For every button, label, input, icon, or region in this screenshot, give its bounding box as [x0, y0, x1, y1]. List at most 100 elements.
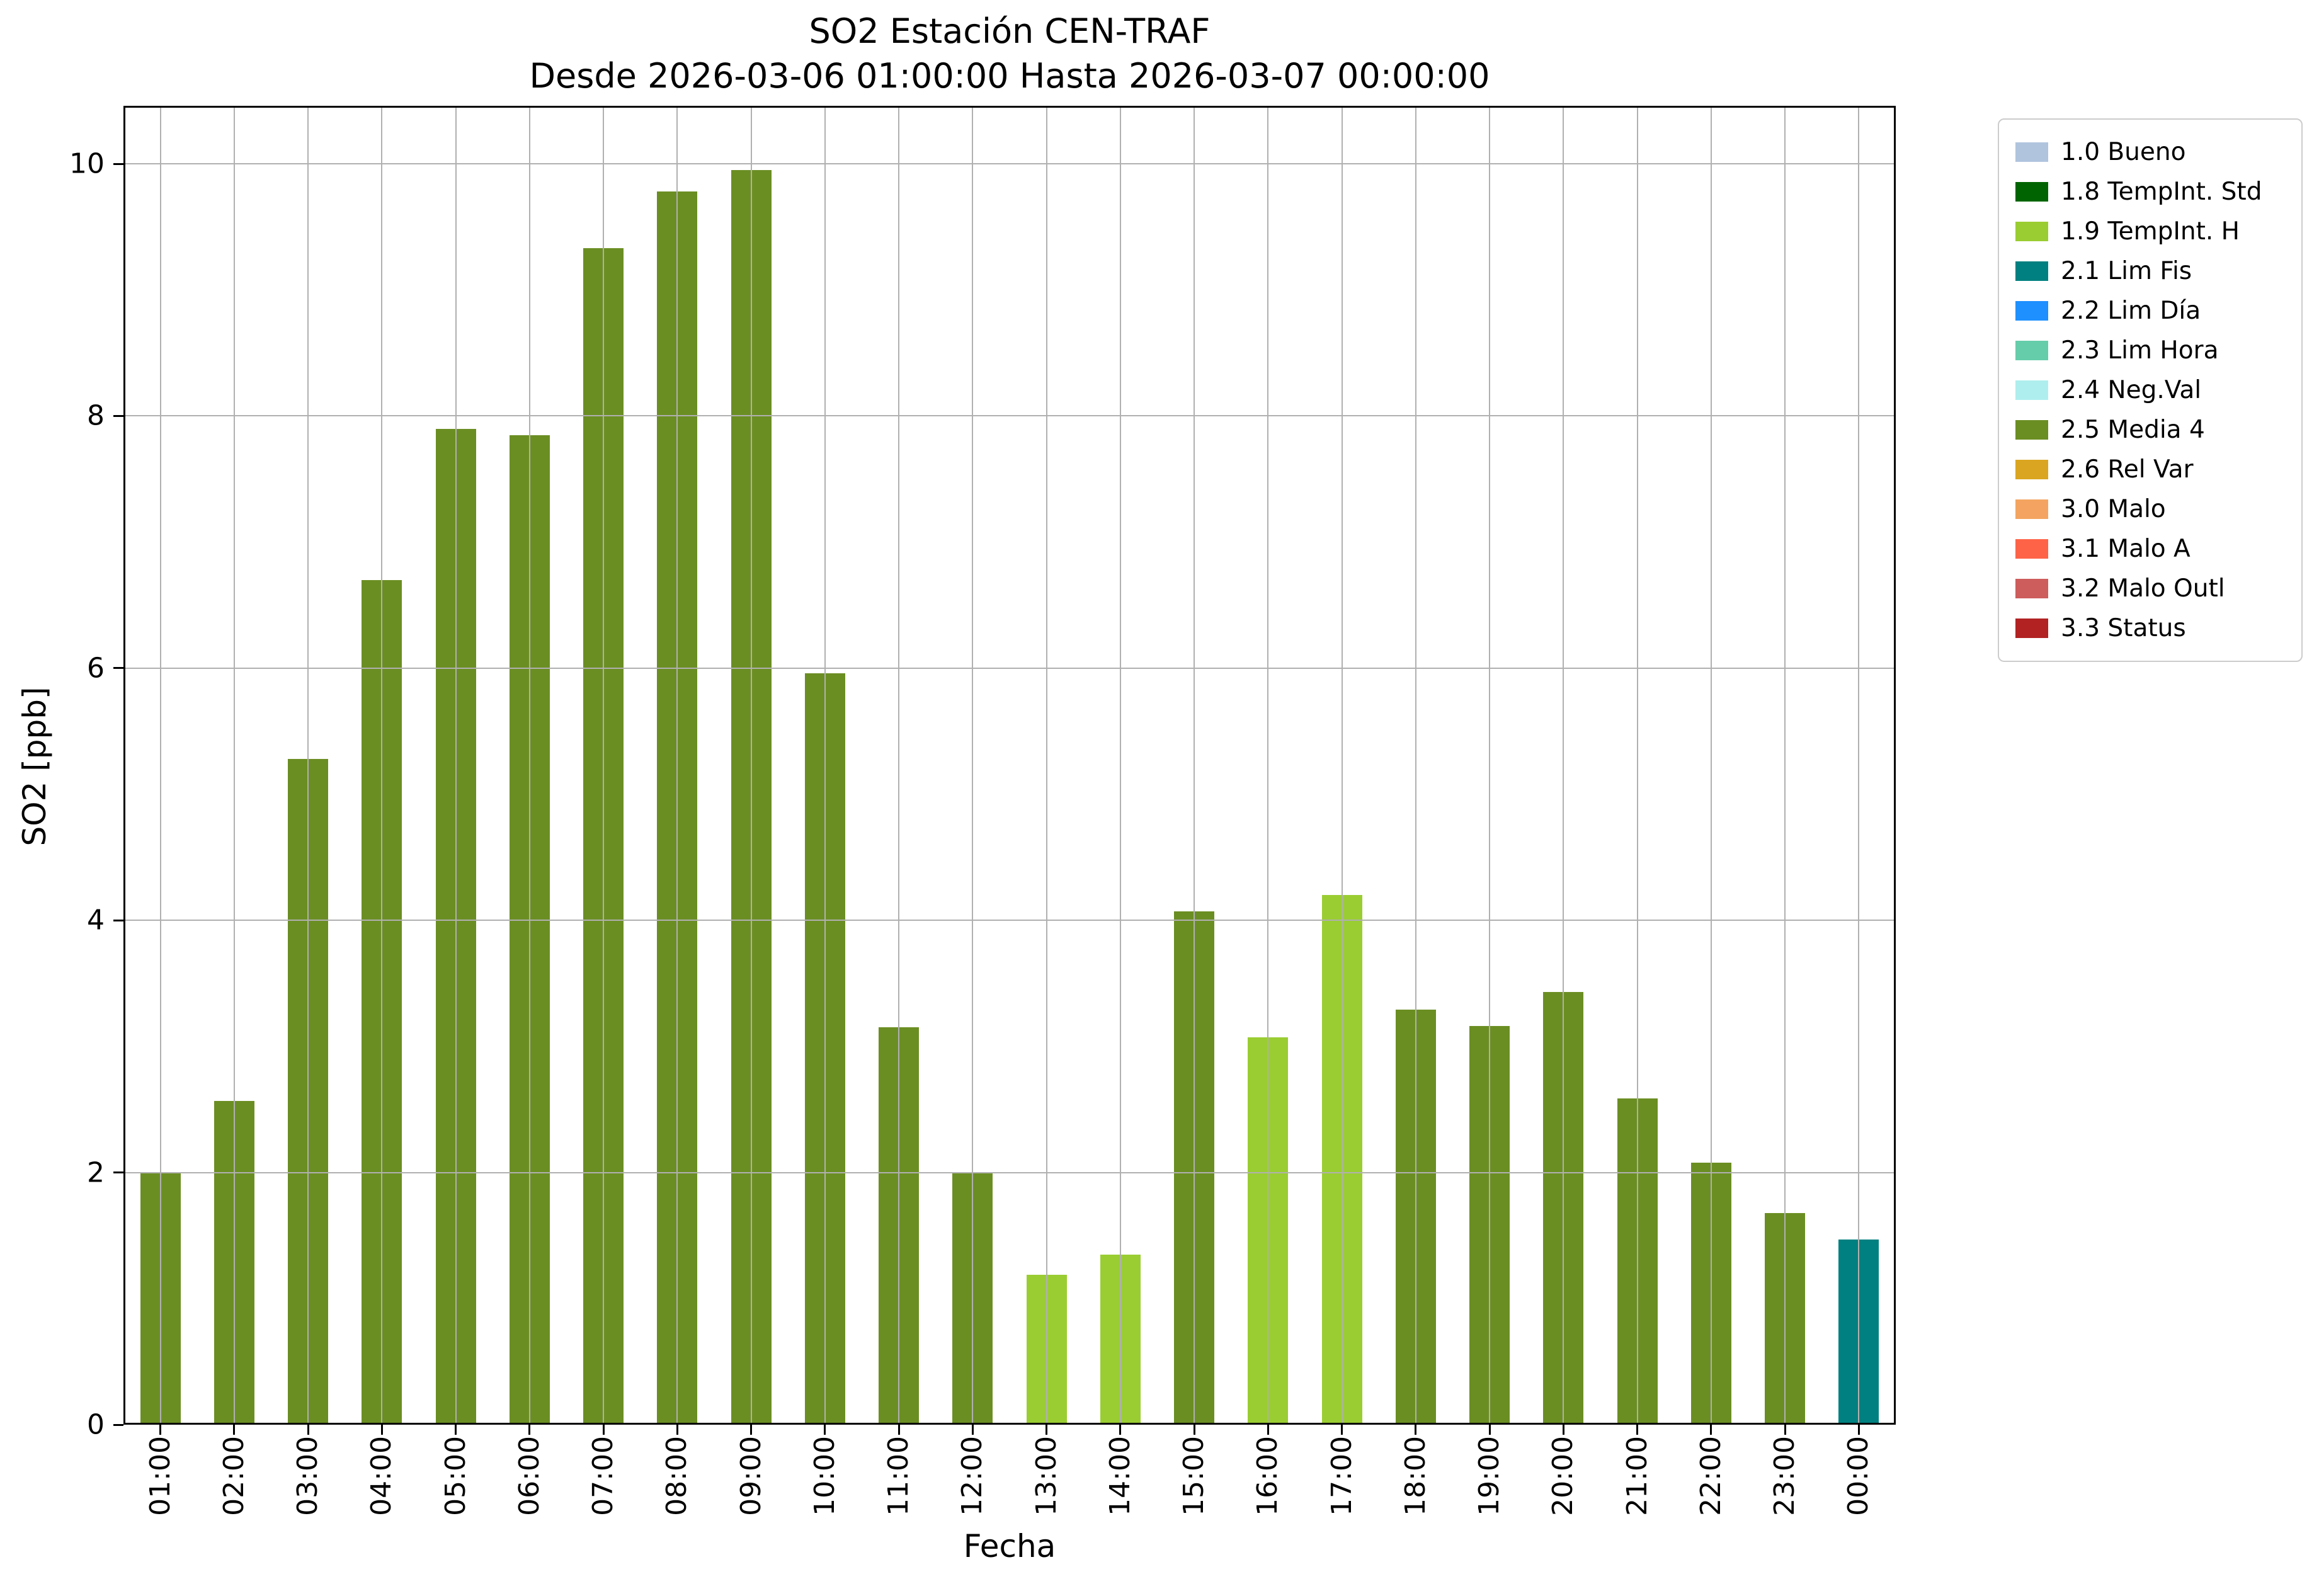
gridline-v — [972, 106, 974, 1425]
y-tick-mark — [113, 919, 123, 921]
x-tick-mark — [971, 1425, 974, 1435]
y-tick-label: 0 — [87, 1408, 105, 1441]
x-tick-mark — [1562, 1425, 1564, 1435]
legend-label: 2.2 Lim Día — [2061, 297, 2201, 325]
x-tick-label: 09:00 — [734, 1436, 767, 1516]
legend-label: 1.8 TempInt. Std — [2061, 178, 2262, 206]
x-tick-label: 07:00 — [587, 1436, 620, 1516]
gridline-v — [1267, 106, 1269, 1425]
gridline-v — [1710, 106, 1712, 1425]
legend-label: 2.6 Rel Var — [2061, 455, 2194, 484]
x-tick-label: 16:00 — [1251, 1436, 1284, 1516]
y-tick-label: 6 — [87, 652, 105, 685]
x-tick-label: 22:00 — [1694, 1436, 1727, 1516]
legend-label: 1.0 Bueno — [2061, 138, 2186, 166]
legend-item: 2.1 Lim Fis — [2015, 251, 2285, 291]
legend-item: 2.4 Neg.Val — [2015, 370, 2285, 410]
x-tick-mark — [1046, 1425, 1048, 1435]
gridline-v — [1119, 106, 1121, 1425]
gridline-h — [123, 920, 1896, 921]
y-tick-label: 10 — [69, 147, 105, 180]
legend-item: 3.1 Malo A — [2015, 529, 2285, 569]
gridline-h — [123, 415, 1896, 417]
x-tick-mark — [1415, 1425, 1417, 1435]
x-tick-mark — [1267, 1425, 1269, 1435]
gridline-h — [123, 1171, 1896, 1173]
x-tick-label: 04:00 — [365, 1436, 398, 1516]
legend-item: 3.0 Malo — [2015, 489, 2285, 529]
x-tick-label: 20:00 — [1547, 1436, 1580, 1516]
legend-swatch — [2015, 499, 2048, 519]
gridline-v — [528, 106, 530, 1425]
y-tick-mark — [113, 667, 123, 670]
x-tick-mark — [455, 1425, 457, 1435]
x-tick-mark — [1341, 1425, 1343, 1435]
gridline-v — [750, 106, 752, 1425]
legend-swatch — [2015, 261, 2048, 281]
y-tick-mark — [113, 414, 123, 417]
legend-swatch — [2015, 142, 2048, 162]
legend-item: 1.9 TempInt. H — [2015, 212, 2285, 251]
x-tick-label: 00:00 — [1842, 1436, 1875, 1516]
x-tick-label: 21:00 — [1621, 1436, 1653, 1516]
x-tick-mark — [233, 1425, 236, 1435]
gridline-v — [1784, 106, 1786, 1425]
legend-swatch — [2015, 579, 2048, 598]
gridline-v — [676, 106, 678, 1425]
gridline-h — [123, 163, 1896, 165]
gridline-v — [1858, 106, 1860, 1425]
gridline-v — [898, 106, 900, 1425]
legend-label: 2.5 Media 4 — [2061, 416, 2205, 444]
gridline-v — [455, 106, 457, 1425]
x-tick-label: 01:00 — [144, 1436, 176, 1516]
gridline-v — [1415, 106, 1416, 1425]
x-tick-mark — [750, 1425, 753, 1435]
chart-title: SO2 Estación CEN-TRAF — [809, 11, 1211, 51]
x-tick-mark — [380, 1425, 383, 1435]
legend-item: 3.3 Status — [2015, 608, 2285, 648]
x-tick-label: 17:00 — [1325, 1436, 1358, 1516]
x-tick-label: 06:00 — [513, 1436, 545, 1516]
legend-swatch — [2015, 539, 2048, 559]
legend-item: 2.5 Media 4 — [2015, 410, 2285, 450]
x-tick-mark — [1119, 1425, 1122, 1435]
legend-swatch — [2015, 618, 2048, 638]
x-tick-mark — [824, 1425, 826, 1435]
legend-label: 2.1 Lim Fis — [2061, 257, 2192, 285]
x-tick-label: 11:00 — [882, 1436, 915, 1516]
legend-label: 3.2 Malo Outl — [2061, 574, 2225, 603]
plot-area — [123, 106, 1896, 1425]
y-tick-label: 2 — [87, 1156, 105, 1189]
legend-swatch — [2015, 341, 2048, 360]
x-tick-mark — [1710, 1425, 1712, 1435]
legend-swatch — [2015, 182, 2048, 202]
x-tick-mark — [1193, 1425, 1195, 1435]
x-tick-label: 05:00 — [439, 1436, 472, 1516]
legend-label: 2.4 Neg.Val — [2061, 376, 2202, 404]
x-tick-mark — [1784, 1425, 1786, 1435]
x-tick-mark — [159, 1425, 162, 1435]
legend-item: 1.0 Bueno — [2015, 132, 2285, 172]
gridline-v — [603, 106, 605, 1425]
gridline-v — [307, 106, 309, 1425]
x-tick-label: 15:00 — [1178, 1436, 1211, 1516]
x-axis-label: Fecha — [963, 1528, 1056, 1565]
legend-item: 3.2 Malo Outl — [2015, 569, 2285, 608]
x-tick-mark — [676, 1425, 678, 1435]
gridline-v — [381, 106, 383, 1425]
legend-item: 2.3 Lim Hora — [2015, 331, 2285, 370]
legend-label: 3.3 Status — [2061, 614, 2186, 642]
x-tick-label: 08:00 — [661, 1436, 693, 1516]
gridline-v — [159, 106, 161, 1425]
x-tick-mark — [1857, 1425, 1860, 1435]
x-tick-label: 23:00 — [1769, 1436, 1801, 1516]
legend-swatch — [2015, 420, 2048, 440]
x-tick-label: 18:00 — [1399, 1436, 1432, 1516]
y-tick-mark — [113, 1423, 123, 1426]
x-tick-mark — [1636, 1425, 1639, 1435]
gridline-v — [824, 106, 826, 1425]
x-tick-mark — [897, 1425, 900, 1435]
legend-item: 2.2 Lim Día — [2015, 291, 2285, 331]
x-tick-label: 02:00 — [217, 1436, 250, 1516]
